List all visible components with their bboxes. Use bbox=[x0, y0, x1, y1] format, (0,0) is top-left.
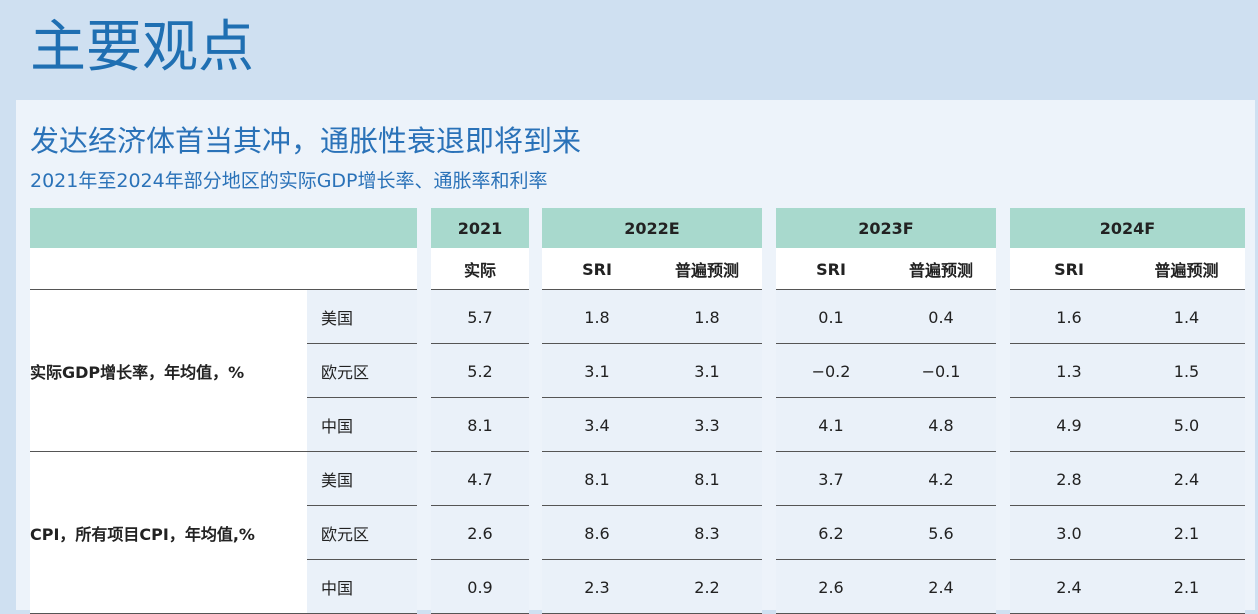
subheader-band bbox=[1010, 248, 1245, 290]
subheader: SRI bbox=[816, 259, 846, 279]
cell: 8.3 bbox=[694, 523, 720, 543]
cell: 3.3 bbox=[694, 415, 720, 435]
cell: −0.2 bbox=[811, 361, 851, 381]
row-band bbox=[776, 506, 996, 560]
year-header: 2023F bbox=[776, 208, 996, 248]
year-header: 2022E bbox=[542, 208, 762, 248]
cell: 1.6 bbox=[1056, 307, 1082, 327]
cell: 6.2 bbox=[818, 523, 844, 543]
cell: 2.1 bbox=[1173, 577, 1200, 597]
cell: 8.6 bbox=[584, 523, 610, 543]
cell: 2.8 bbox=[1056, 469, 1082, 489]
row-band bbox=[431, 560, 529, 614]
subheader-band bbox=[542, 248, 762, 290]
row-band bbox=[542, 560, 762, 614]
cell: 4.1 bbox=[818, 415, 844, 435]
year-header: 2024F bbox=[1010, 208, 1245, 248]
cell: 2.1 bbox=[1173, 523, 1200, 543]
cell: 8.1 bbox=[584, 469, 610, 489]
cell: 4.8 bbox=[928, 415, 954, 435]
region: 中国 bbox=[307, 398, 417, 452]
region: 美国 bbox=[307, 452, 417, 506]
group-label: 实际GDP增长率，年均值，% bbox=[30, 290, 307, 452]
row-band bbox=[431, 398, 529, 452]
row-band bbox=[776, 452, 996, 506]
cell: 3.7 bbox=[818, 469, 844, 489]
cell: 1.5 bbox=[1173, 361, 1200, 381]
row-band bbox=[431, 344, 529, 398]
cell: 2.4 bbox=[1056, 577, 1082, 597]
subheader: 普遍预测 bbox=[1154, 261, 1219, 280]
cell: 1.8 bbox=[584, 307, 610, 327]
row-band bbox=[1010, 560, 1245, 614]
row-band bbox=[431, 506, 529, 560]
cell: 2.3 bbox=[584, 577, 610, 597]
subheader: 实际 bbox=[463, 261, 496, 280]
cell: 3.0 bbox=[1056, 523, 1082, 543]
row-band bbox=[776, 290, 996, 344]
cell: 0.9 bbox=[467, 577, 493, 597]
cell: 2.6 bbox=[467, 523, 493, 543]
row-band bbox=[431, 290, 529, 344]
cell: 1.3 bbox=[1056, 361, 1082, 381]
cell: 3.1 bbox=[694, 361, 720, 381]
subheader: SRI bbox=[582, 259, 612, 279]
cell: 3.1 bbox=[584, 361, 610, 381]
row-band bbox=[1010, 398, 1245, 452]
row-band bbox=[1010, 344, 1245, 398]
cell: 5.6 bbox=[928, 523, 954, 543]
subheader: 普遍预测 bbox=[674, 261, 739, 280]
cell: 8.1 bbox=[467, 415, 493, 435]
row-band bbox=[776, 344, 996, 398]
row-band bbox=[542, 452, 762, 506]
cell: 4.7 bbox=[467, 469, 493, 489]
cell: 2.4 bbox=[928, 577, 954, 597]
subheader-band bbox=[431, 248, 529, 290]
cell: 5.0 bbox=[1173, 415, 1200, 435]
row-band bbox=[1010, 290, 1245, 344]
row-band bbox=[776, 398, 996, 452]
subheader-band bbox=[30, 248, 417, 290]
region: 中国 bbox=[307, 560, 417, 614]
cell: 1.8 bbox=[694, 307, 720, 327]
group-label: CPI，所有项目CPI，年均值,% bbox=[30, 452, 307, 614]
cell: 4.9 bbox=[1056, 415, 1082, 435]
row-band bbox=[1010, 452, 1245, 506]
headline: 发达经济体首当其冲，通胀性衰退即将到来 bbox=[30, 124, 582, 158]
subheader-band bbox=[776, 248, 996, 290]
region: 欧元区 bbox=[307, 506, 417, 560]
row-band bbox=[542, 290, 762, 344]
row-band bbox=[542, 344, 762, 398]
region: 美国 bbox=[307, 290, 417, 344]
page-title: 主要观点 bbox=[30, 15, 254, 80]
row-band bbox=[542, 506, 762, 560]
subheader: 普遍预测 bbox=[908, 261, 973, 280]
row-band bbox=[1010, 506, 1245, 560]
cell: 3.4 bbox=[584, 415, 610, 435]
cell: 1.4 bbox=[1173, 307, 1200, 327]
region: 欧元区 bbox=[307, 344, 417, 398]
cell: 2.4 bbox=[1173, 469, 1200, 489]
header-band bbox=[30, 208, 417, 248]
cell: 4.2 bbox=[928, 469, 954, 489]
cell: 0.4 bbox=[928, 307, 954, 327]
cell: 0.1 bbox=[818, 307, 844, 327]
year-header: 2021 bbox=[431, 208, 529, 248]
cell: 2.6 bbox=[818, 577, 844, 597]
subheader: SRI bbox=[1054, 259, 1084, 279]
cell: 5.2 bbox=[467, 361, 493, 381]
cell: −0.1 bbox=[921, 361, 961, 381]
cell: 8.1 bbox=[694, 469, 720, 489]
row-band bbox=[542, 398, 762, 452]
row-band bbox=[431, 452, 529, 506]
cell: 5.7 bbox=[467, 307, 493, 327]
subtitle: 2021年至2024年部分地区的实际GDP增长率、通胀率和利率 bbox=[30, 170, 548, 192]
cell: 2.2 bbox=[694, 577, 720, 597]
